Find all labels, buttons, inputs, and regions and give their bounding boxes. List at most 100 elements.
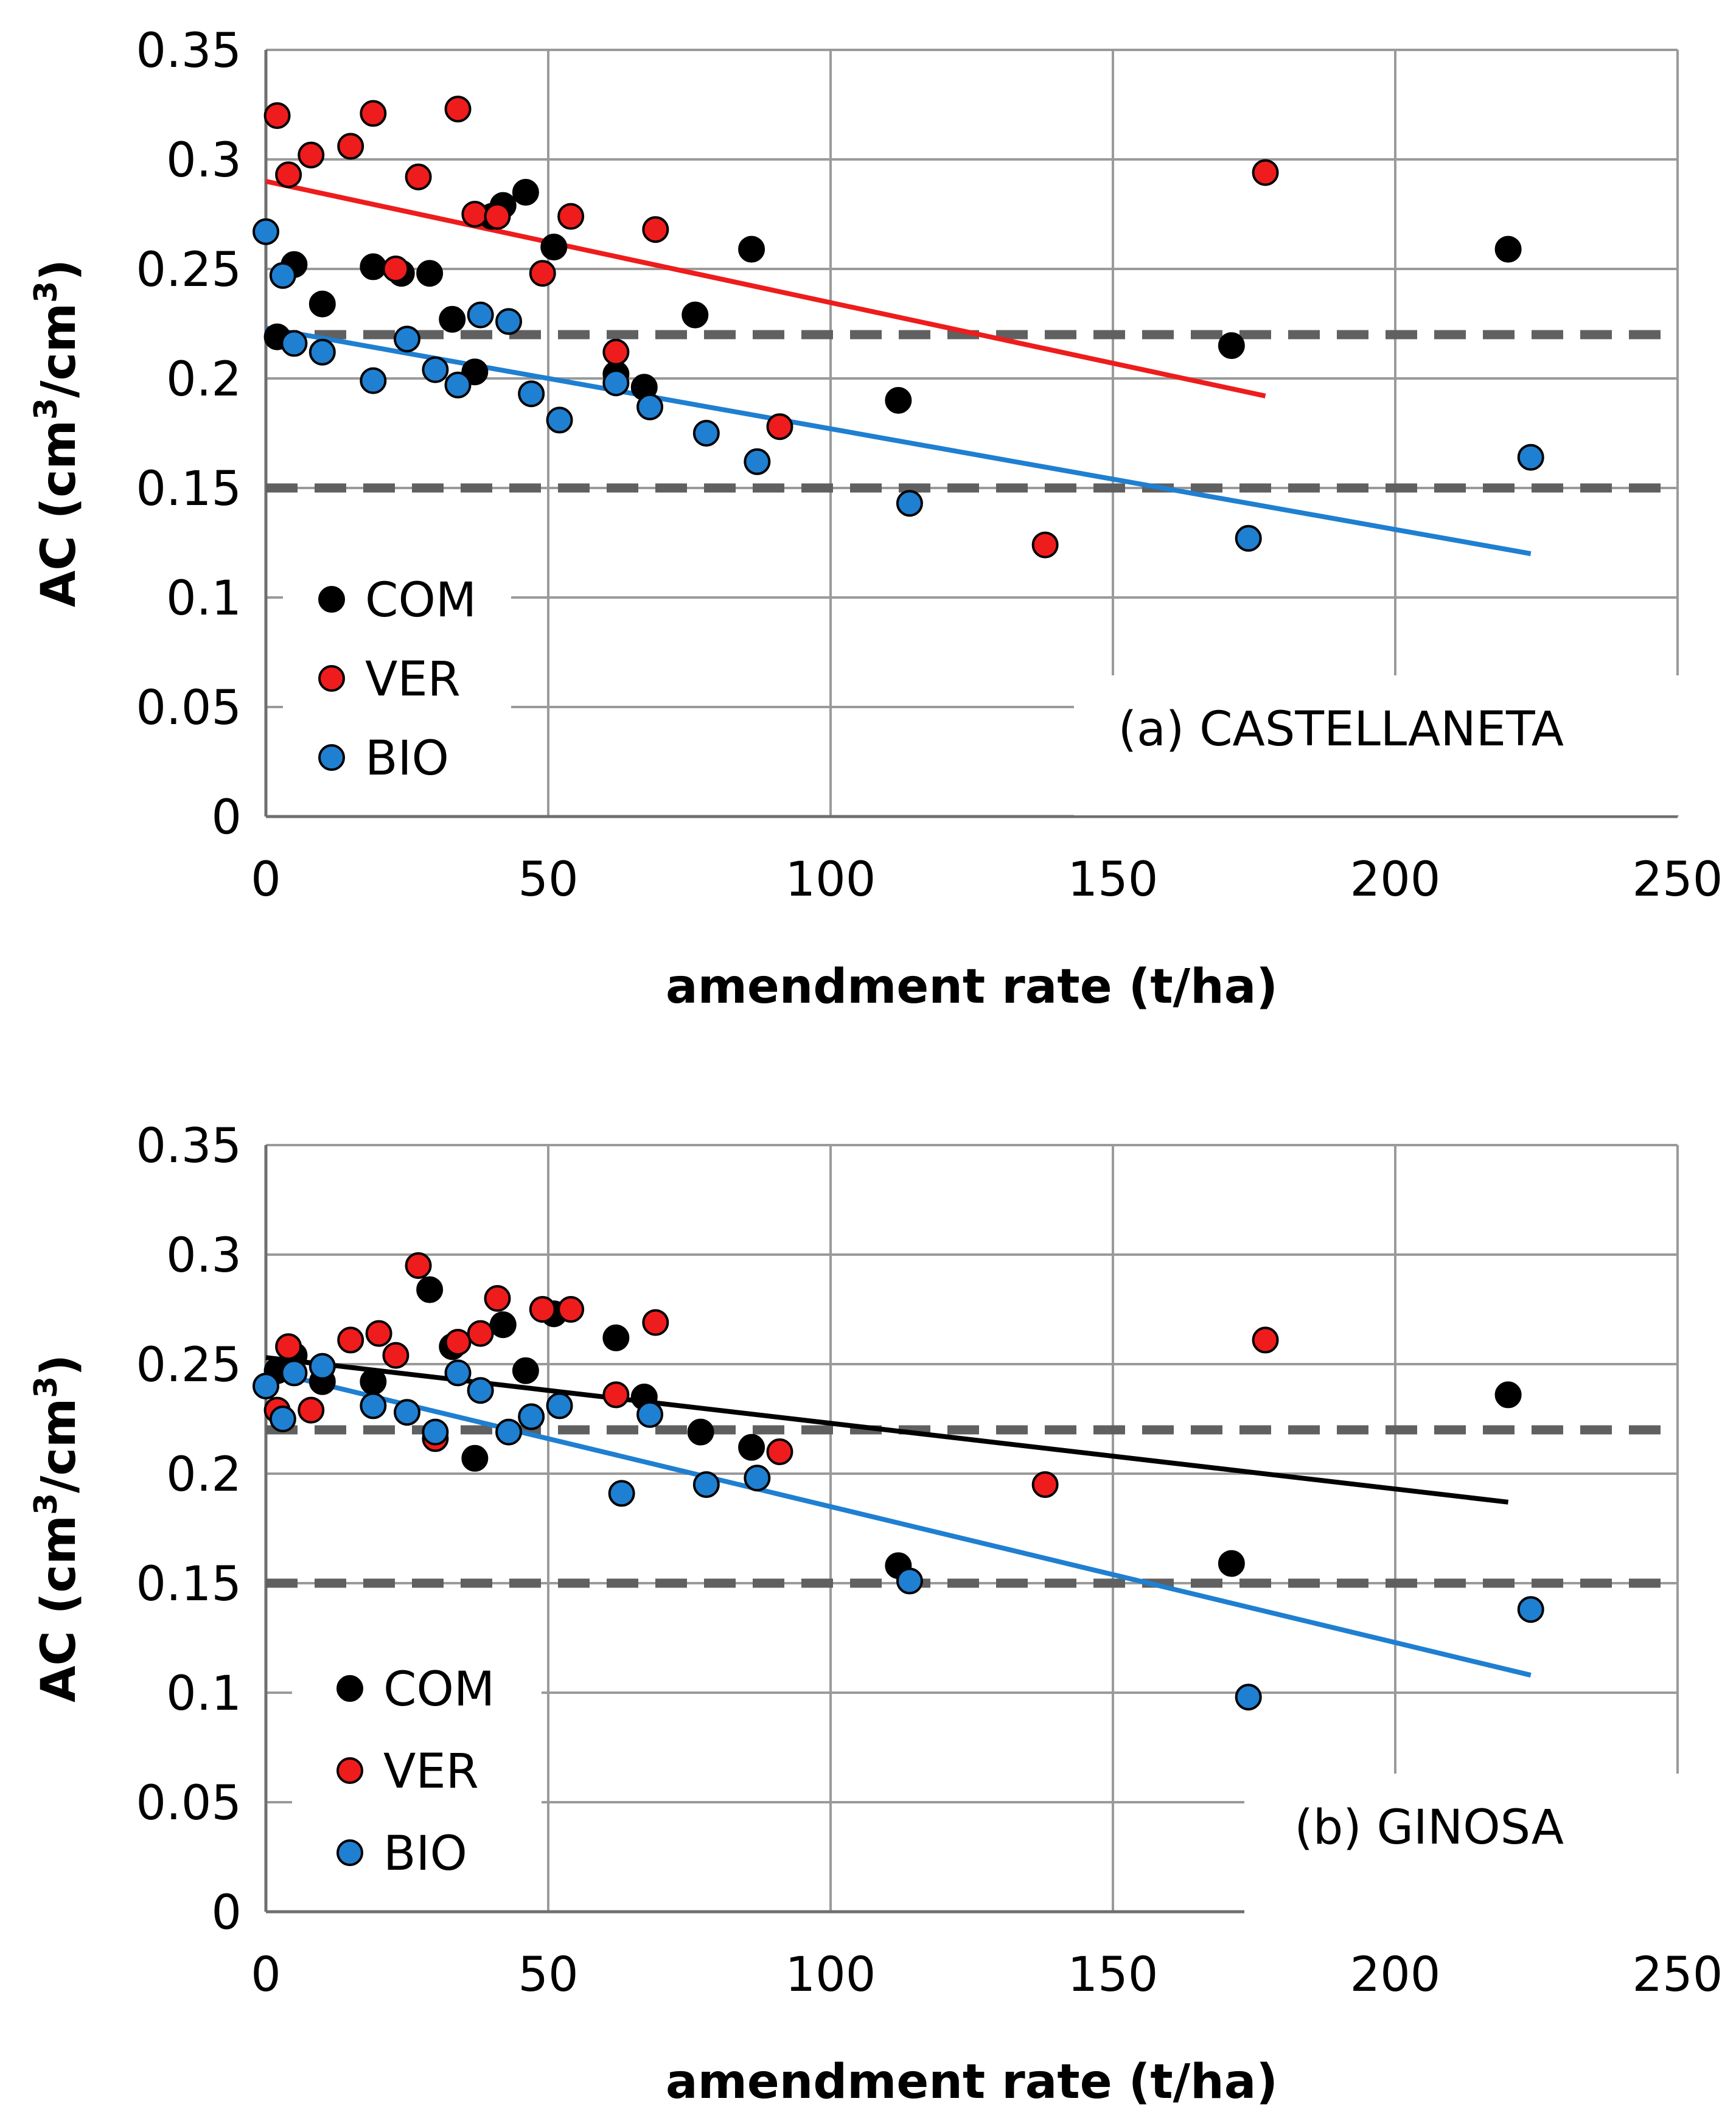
point-bio xyxy=(253,1373,279,1399)
point-bio xyxy=(394,1399,420,1426)
point-ver xyxy=(766,413,793,441)
point-ver xyxy=(263,102,291,129)
point-bio xyxy=(467,1377,494,1404)
point-ver xyxy=(467,1320,494,1347)
x-tick-labels-b: 0 50 100 150 200 250 xyxy=(251,1948,1723,2002)
point-com xyxy=(439,305,466,333)
x-tick-label: 250 xyxy=(1633,852,1723,907)
point-com xyxy=(461,1444,489,1472)
point-com xyxy=(512,1357,539,1384)
point-bio xyxy=(309,1353,336,1380)
point-bio xyxy=(896,490,923,517)
point-bio xyxy=(692,420,720,447)
point-bio xyxy=(546,406,573,434)
point-com xyxy=(416,1276,444,1303)
y-label-sup1-a: 3 xyxy=(28,398,64,420)
y-label-mid-a: /cm xyxy=(32,303,86,398)
point-com xyxy=(512,179,539,206)
x-tick-label: 50 xyxy=(518,852,578,907)
legend-marker-bio xyxy=(318,744,345,771)
point-ver xyxy=(1031,1471,1059,1498)
legend-marker-com xyxy=(336,1675,363,1702)
y-tick-label: 0.2 xyxy=(166,1447,242,1502)
x-tick-label: 100 xyxy=(786,1948,876,2002)
point-bio xyxy=(360,367,387,394)
annotation-background-b xyxy=(1244,1774,1679,1914)
y-label-suffix-a: ) xyxy=(32,259,86,281)
point-com xyxy=(360,253,387,280)
legend-background-a xyxy=(283,548,511,788)
point-bio xyxy=(636,1401,664,1428)
point-ver xyxy=(298,141,325,169)
x-tick-label: 0 xyxy=(251,1948,281,2002)
point-ver xyxy=(275,1333,302,1360)
y-tick-label: 0.05 xyxy=(136,1776,242,1831)
point-com xyxy=(309,290,336,318)
point-ver xyxy=(405,163,432,190)
y-tick-label: 0.3 xyxy=(166,133,242,188)
point-bio xyxy=(546,1392,573,1420)
legend-marker-ver xyxy=(318,665,345,692)
point-bio xyxy=(422,1418,449,1446)
y-label-prefix-b: AC (cm xyxy=(32,1515,86,1702)
point-bio xyxy=(360,1392,387,1420)
y-tick-label: 0 xyxy=(211,1886,242,1940)
reference-lines-b xyxy=(266,1425,1678,1588)
point-bio xyxy=(281,1359,308,1387)
x-axis-label-a: amendment rate (t/ha) xyxy=(666,960,1278,1014)
y-tick-label: 0.35 xyxy=(136,1119,242,1174)
x-axis-label-b: amendment rate (t/ha) xyxy=(666,2055,1278,2109)
x-tick-label: 150 xyxy=(1068,852,1159,907)
legend-b: COM VER BIO xyxy=(336,1662,495,1881)
point-bio xyxy=(744,448,771,475)
y-tick-labels-b: 0 0.05 0.1 0.15 0.2 0.25 0.3 0.35 xyxy=(136,1119,242,1940)
point-com xyxy=(416,260,444,287)
point-ver xyxy=(461,201,489,228)
point-bio xyxy=(1517,1596,1544,1623)
y-tick-label: 0.3 xyxy=(166,1228,242,1283)
point-bio xyxy=(608,1480,635,1507)
point-com xyxy=(1218,332,1245,359)
point-ver xyxy=(602,1381,630,1409)
point-ver xyxy=(382,1342,410,1369)
point-ver xyxy=(1252,1326,1279,1354)
point-ver xyxy=(529,260,556,287)
point-ver xyxy=(298,1396,325,1424)
y-tick-label: 0.1 xyxy=(166,1667,242,1721)
point-com xyxy=(1494,235,1522,263)
panel-annotation-a: (a) CASTELLANETA xyxy=(1118,702,1564,757)
chart-panel-castellaneta: COM VER BIO (a) CASTELLANETA 0 50 100 150 200 2… xyxy=(28,24,1723,1014)
point-ver xyxy=(382,256,410,282)
point-bio xyxy=(518,1403,545,1430)
y-tick-label: 0 xyxy=(211,790,242,845)
point-bio xyxy=(1235,1684,1262,1711)
annotation-background-a xyxy=(1074,675,1679,815)
trend-line-ver xyxy=(265,179,1266,399)
point-bio xyxy=(467,301,494,329)
point-com xyxy=(885,387,912,414)
y-tick-label: 0.15 xyxy=(136,462,242,517)
trend-line-bio xyxy=(265,1368,1532,1678)
point-ver xyxy=(557,1296,585,1323)
y-tick-label: 0.35 xyxy=(136,24,242,78)
point-ver xyxy=(1031,531,1059,559)
point-ver xyxy=(642,216,669,243)
point-ver xyxy=(444,96,472,123)
point-bio xyxy=(495,1418,523,1446)
legend-marker-com xyxy=(318,586,345,613)
legend-label-ver: VER xyxy=(365,652,461,707)
x-tick-labels-a: 0 50 100 150 200 250 xyxy=(251,852,1723,907)
y-tick-label: 0.25 xyxy=(136,1338,242,1393)
point-bio xyxy=(444,371,472,399)
x-tick-label: 50 xyxy=(518,1948,578,2002)
y-tick-label: 0.2 xyxy=(166,352,242,407)
point-ver xyxy=(642,1309,669,1336)
x-tick-label: 100 xyxy=(786,852,876,907)
point-bio xyxy=(636,393,664,420)
y-tick-labels-a: 0 0.05 0.1 0.15 0.2 0.25 0.3 0.35 xyxy=(136,24,242,845)
x-tick-label: 200 xyxy=(1350,852,1441,907)
point-bio xyxy=(1235,524,1262,552)
point-ver xyxy=(766,1438,793,1465)
point-ver xyxy=(365,1320,392,1347)
